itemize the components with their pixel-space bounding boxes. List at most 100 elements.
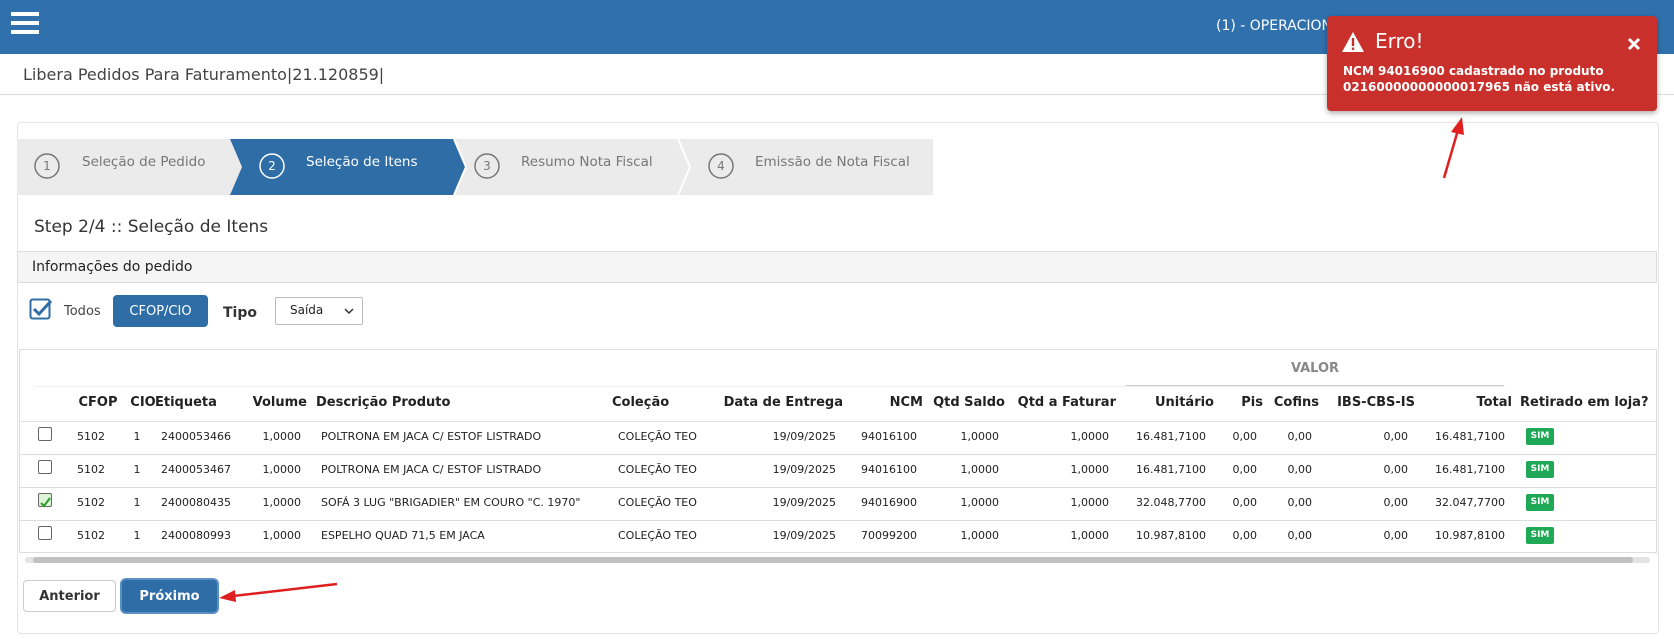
table-cell: 0,00 (1232, 430, 1258, 443)
table-cell: 5102 (77, 496, 105, 509)
row-divider (19, 421, 1657, 422)
table-cell: 0,00 (1287, 529, 1313, 542)
row-checkbox[interactable] (38, 427, 52, 441)
select-arrow (344, 308, 354, 315)
table-cell: 32.048,7700 (1136, 496, 1206, 509)
column-header: Pis (1241, 395, 1263, 410)
type-label: Tipo (223, 305, 257, 321)
table-cell: 0,00 (1287, 496, 1313, 509)
column-header: NCM (889, 395, 923, 410)
column-header: Cofins (1273, 395, 1319, 410)
column-header: Data de Entrega (723, 395, 843, 410)
row-divider (19, 454, 1657, 455)
column-header: Qtd Saldo (933, 395, 1005, 410)
table-cell: 1,0000 (960, 430, 1000, 443)
column-header: Retirado em loja? (1520, 395, 1649, 410)
table-cell: 16.481,7100 (1136, 463, 1206, 476)
table-cell: 16.481,7100 (1136, 430, 1206, 443)
all-checkbox[interactable] (29, 298, 53, 322)
panel (17, 122, 1659, 634)
table-cell: 1,0000 (960, 529, 1000, 542)
table-cell: COLEÇÃO TEO (618, 496, 697, 509)
group-underline (1126, 385, 1504, 386)
section-bar: Informações do pedido (17, 251, 1657, 283)
table-cell: 32.047,7700 (1435, 496, 1505, 509)
column-header: CFOP (78, 395, 118, 410)
breadcrumb: Libera Pedidos Para Faturamento|21.12085… (23, 65, 385, 84)
all-label: Todos (64, 304, 101, 319)
table-cell: POLTRONA EM JACA C/ ESTOF LISTRADO (321, 463, 542, 476)
column-header: Qtd a Faturar (1017, 395, 1116, 410)
table-cell: COLEÇÃO TEO (618, 463, 697, 476)
table-cell: 1,0000 (262, 529, 302, 542)
table-cell: 1,0000 (1070, 529, 1110, 542)
table-cell: 10.987,8100 (1435, 529, 1505, 542)
table-cell: 1 (133, 430, 141, 443)
column-header: Descrição Produto (316, 395, 451, 410)
pickup-badge: SIM (1526, 461, 1554, 478)
user-label[interactable]: (1) - OPERACIONAL (1216, 18, 1350, 34)
table-cell: 2400080993 (161, 529, 231, 542)
table-cell: 0,00 (1232, 529, 1258, 542)
check-mark (40, 497, 51, 508)
table-cell: 1,0000 (262, 496, 302, 509)
table-cell: 0,00 (1383, 529, 1409, 542)
table-cell: 1 (133, 496, 141, 509)
next-button[interactable]: Próximo (122, 580, 217, 612)
step-label: Seleção de Itens (306, 154, 418, 170)
pickup-badge: SIM (1526, 494, 1554, 511)
previous-button[interactable]: Anterior (23, 580, 116, 612)
table-cell: SOFÁ 3 LUG "BRIGADIER" EM COURO "C. 1970… (321, 496, 581, 509)
table-cell: 2400053467 (161, 463, 231, 476)
toast-close[interactable] (1627, 37, 1641, 51)
table-cell: 2400080435 (161, 496, 231, 509)
step-number: 3 (483, 159, 491, 173)
table-cell: POLTRONA EM JACA C/ ESTOF LISTRADO (321, 430, 542, 443)
error-toast: Erro! NCM 94016900 cadastrado no produto… (1327, 16, 1657, 111)
pickup-badge: SIM (1526, 527, 1554, 544)
table-cell: 5102 (77, 430, 105, 443)
column-header: Etiqueta (155, 395, 217, 410)
table-cell: 0,00 (1287, 463, 1313, 476)
table-cell: 16.481,7100 (1435, 463, 1505, 476)
row-checkbox[interactable] (38, 460, 52, 474)
table-cell: COLEÇÃO TEO (618, 430, 697, 443)
step-label: Seleção de Pedido (82, 154, 206, 170)
type-value: Saída (290, 303, 324, 317)
toast-message: NCM 94016900 cadastrado no produto 02160… (1343, 64, 1616, 94)
step-number: 1 (43, 159, 51, 173)
table-cell: 70099200 (861, 529, 917, 542)
step-title: Step 2/4 :: Seleção de Itens (34, 217, 269, 237)
cfop-button[interactable]: CFOP/CIO (113, 295, 208, 327)
table-cell: 19/09/2025 (772, 430, 836, 443)
column-header: CIO (130, 395, 156, 410)
scrollbar-thumb[interactable] (33, 557, 1633, 563)
step-label: Resumo Nota Fiscal (521, 154, 653, 170)
warning-icon (1342, 32, 1364, 52)
row-checkbox[interactable] (38, 526, 52, 540)
table-cell: 10.987,8100 (1136, 529, 1206, 542)
column-header: Unitário (1154, 395, 1214, 410)
type-select[interactable]: Saída (275, 297, 363, 325)
table-cell: 1,0000 (960, 463, 1000, 476)
row-checkbox[interactable] (38, 493, 52, 508)
table-cell: 5102 (77, 529, 105, 542)
table-cell: 1,0000 (262, 463, 302, 476)
table-cell: 19/09/2025 (772, 463, 836, 476)
step-number: 4 (717, 159, 725, 173)
table-cell: 1,0000 (262, 430, 302, 443)
table-cell: 94016100 (861, 463, 917, 476)
table-cell: 0,00 (1287, 430, 1313, 443)
table-cell: 94016900 (861, 496, 917, 509)
row-divider (19, 487, 1657, 488)
table-cell: 1,0000 (1070, 496, 1110, 509)
table-cell: 1,0000 (960, 496, 1000, 509)
group-header: VALOR (1290, 361, 1340, 376)
steps (17, 139, 933, 195)
step-label: Emissão de Nota Fiscal (755, 154, 910, 170)
column-header: Coleção (612, 395, 670, 410)
menu-icon[interactable] (11, 12, 39, 34)
table-cell: 1,0000 (1070, 463, 1110, 476)
table-cell: 1,0000 (1070, 430, 1110, 443)
